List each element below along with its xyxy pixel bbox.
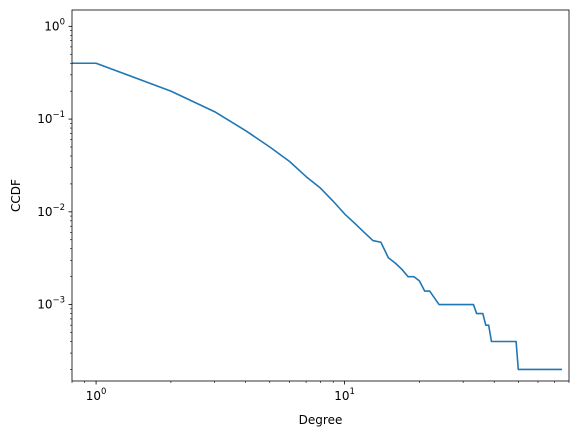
data-point: [320, 187, 322, 189]
data-point: [214, 111, 216, 113]
data-point: [517, 369, 519, 371]
y-tick-label: 10−1: [37, 110, 65, 126]
data-point: [429, 290, 431, 292]
plot-frame: [71, 9, 570, 382]
x-tick-label: 100: [86, 387, 107, 403]
data-point: [289, 161, 291, 163]
data-point: [388, 257, 390, 259]
x-axis-label: Degree: [299, 413, 343, 427]
data-point: [419, 280, 421, 282]
data-point: [269, 146, 271, 148]
x-tick-label: 101: [334, 387, 355, 403]
data-point: [170, 90, 172, 92]
plot-area: [72, 10, 569, 381]
data-point: [561, 369, 563, 371]
y-tick-label: 100: [44, 17, 65, 33]
major-ticks: 100 101 100 10−1 10−2 10−3: [37, 17, 355, 403]
data-point: [344, 213, 346, 215]
data-point: [363, 232, 365, 234]
data-point: [245, 130, 247, 132]
data-point: [372, 240, 374, 242]
y-tick-label: 10−2: [37, 203, 65, 219]
data-point: [476, 313, 478, 315]
data-point: [407, 276, 409, 278]
y-tick-label: 10−3: [37, 296, 65, 312]
data-point: [438, 304, 440, 306]
data-point: [485, 324, 487, 326]
ccdf-series-line: [72, 62, 563, 371]
data-point: [95, 62, 97, 64]
data-point: [395, 262, 397, 264]
data-point: [488, 324, 490, 326]
data-point: [473, 304, 475, 306]
data-point: [380, 241, 382, 243]
data-point: [413, 276, 415, 278]
data-point: [491, 341, 493, 343]
data-point: [305, 176, 307, 178]
data-point: [424, 290, 426, 292]
data-point: [482, 313, 484, 315]
data-point: [515, 341, 517, 343]
data-point: [354, 223, 356, 225]
series-layer: [72, 62, 563, 371]
y-axis-label: CCDF: [9, 179, 23, 212]
data-point: [401, 269, 403, 271]
data-point: [332, 200, 334, 202]
